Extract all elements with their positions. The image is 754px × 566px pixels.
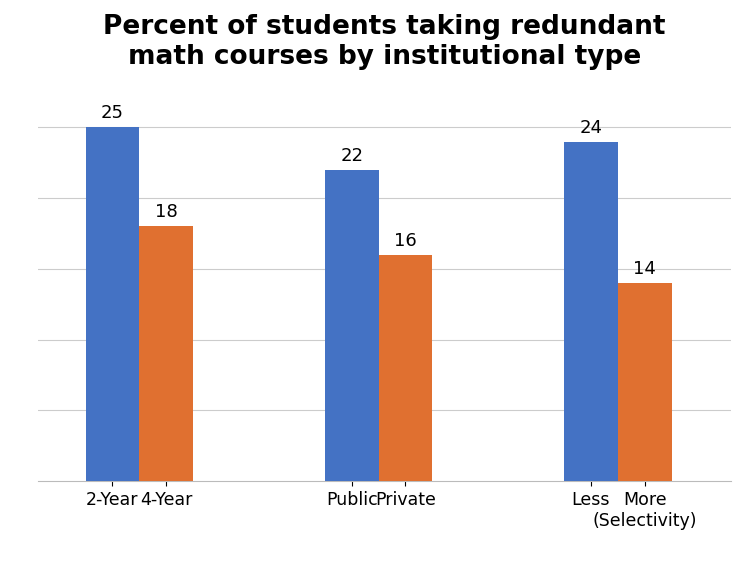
Text: 14: 14 — [633, 260, 656, 278]
Bar — [325, 170, 379, 481]
Bar — [85, 127, 139, 481]
Bar — [139, 226, 193, 481]
Text: 18: 18 — [155, 203, 178, 221]
Text: 24: 24 — [579, 118, 602, 136]
Title: Percent of students taking redundant
math courses by institutional type: Percent of students taking redundant mat… — [103, 14, 666, 70]
Text: 16: 16 — [394, 231, 417, 250]
Text: 22: 22 — [340, 147, 363, 165]
Bar — [379, 255, 432, 481]
Bar — [564, 142, 618, 481]
Bar — [618, 283, 672, 481]
Text: 25: 25 — [101, 104, 124, 122]
